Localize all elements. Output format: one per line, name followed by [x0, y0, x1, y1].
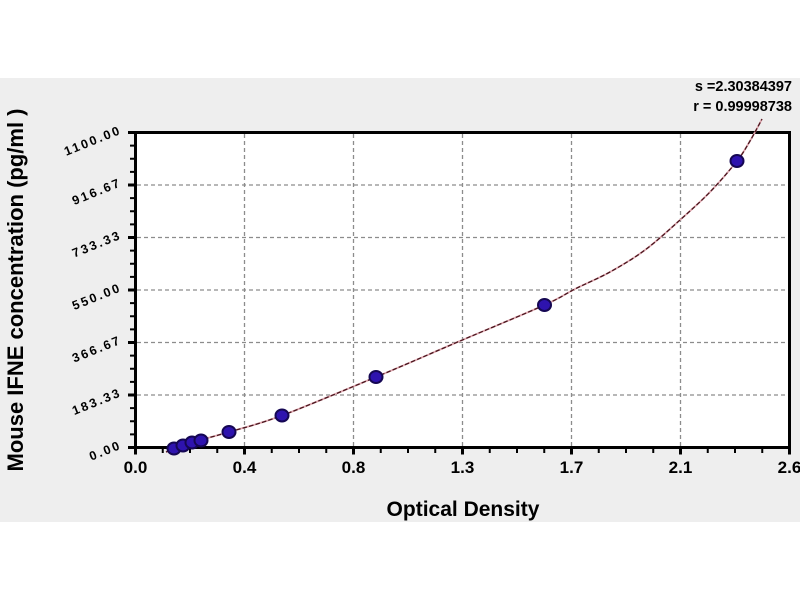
svg-text:2.1: 2.1 — [669, 458, 693, 477]
svg-text:Mouse IFNE concentration (pg: Mouse IFNE concentration (pg/ml ) — [3, 108, 28, 471]
svg-text:Optical Density: Optical Density — [387, 498, 540, 521]
svg-text:2.6: 2.6 — [778, 458, 800, 477]
svg-text:s =2.30384397: s =2.30384397 — [695, 79, 792, 95]
svg-text:0.4: 0.4 — [233, 458, 257, 477]
svg-text:1.3: 1.3 — [451, 458, 475, 477]
svg-text:0.0: 0.0 — [124, 458, 148, 477]
svg-text:1.7: 1.7 — [560, 458, 584, 477]
svg-text:0.8: 0.8 — [342, 458, 366, 477]
svg-text:r = 0.99998738: r = 0.99998738 — [693, 99, 792, 115]
